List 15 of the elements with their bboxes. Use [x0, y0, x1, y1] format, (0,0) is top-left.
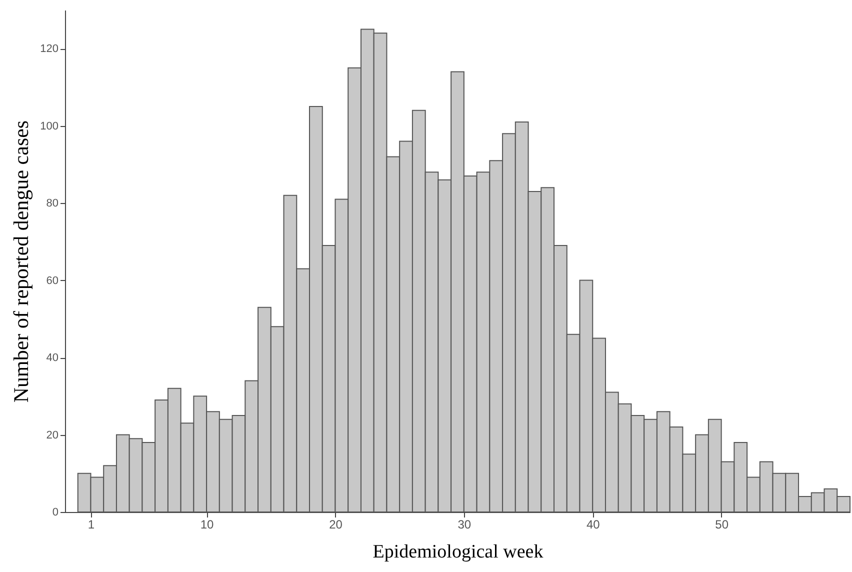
y-tick-label: 40: [46, 352, 58, 364]
x-tick-label: 1: [88, 518, 95, 532]
y-tick-label: 100: [40, 120, 58, 132]
y-tick-label: 120: [40, 43, 58, 56]
x-tick-label: 40: [586, 518, 600, 532]
y-tick-label: 80: [46, 198, 58, 210]
x-tick-label: 20: [329, 518, 343, 532]
y-tick-label: 0: [52, 506, 58, 518]
x-tick-label: 30: [458, 518, 472, 532]
x-tick-label: 10: [200, 518, 214, 532]
y-tick-label: 20: [46, 429, 58, 442]
y-tick-label: 60: [46, 274, 58, 287]
y-axis-title: Number of reported dengue cases: [9, 120, 34, 403]
x-axis-title: Epidemiological week: [372, 542, 544, 562]
x-tick-label: 50: [715, 518, 729, 532]
